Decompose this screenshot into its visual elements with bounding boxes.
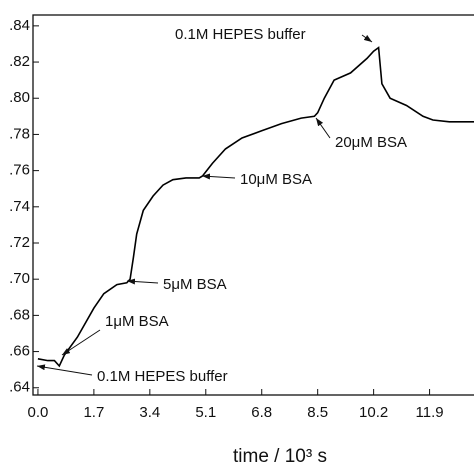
x-tick-label: 10.2	[359, 404, 388, 421]
annotation: 5μM BSA	[163, 276, 227, 293]
y-tick-label: .74	[9, 198, 30, 215]
annotation-arrow	[361, 34, 373, 43]
x-tick-label: 8.5	[307, 404, 328, 421]
y-tick-label: .78	[9, 125, 30, 142]
y-tick-label: .72	[9, 234, 30, 251]
y-tick-label: .66	[9, 343, 30, 360]
x-tick-label: 11.9	[416, 404, 444, 421]
x-axis-label: time / 10³ s	[233, 446, 327, 467]
annotation: 10μM BSA	[240, 171, 312, 188]
y-tick-label: .76	[9, 162, 30, 179]
x-tick-label: 5.1	[195, 404, 216, 421]
annotation-arrow	[126, 278, 159, 285]
x-tick-label: 3.4	[139, 404, 160, 421]
x-tick-label: 1.7	[83, 404, 104, 421]
annotation-arrow	[201, 173, 236, 180]
annotation-arrow	[315, 117, 331, 139]
data-line	[37, 46, 474, 368]
annotation: 0.1M HEPES buffer	[97, 368, 228, 385]
annotation: 20μM BSA	[335, 134, 407, 151]
y-tick-label: .70	[9, 270, 30, 287]
y-tick-label: .80	[9, 89, 30, 106]
y-tick-label: .82	[9, 53, 30, 70]
y-tick-label: .64	[9, 379, 30, 396]
x-tick-label: 6.8	[251, 404, 272, 421]
y-tick-label: .68	[9, 306, 30, 323]
annotation-arrow	[61, 329, 101, 356]
plot-frame	[32, 14, 474, 396]
x-tick-label: 0.0	[28, 404, 49, 421]
annotation: 0.1M HEPES buffer	[175, 26, 306, 43]
y-tick-label: .84	[9, 17, 30, 34]
annotation-arrow	[36, 364, 93, 376]
annotation: 1μM BSA	[105, 313, 169, 330]
